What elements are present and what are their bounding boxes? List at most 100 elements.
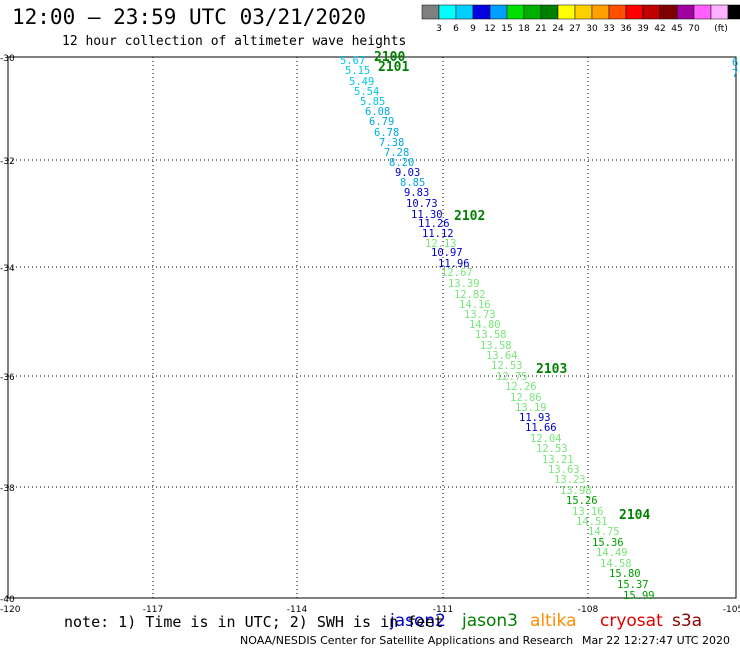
legend-swatch xyxy=(608,4,627,20)
legend-label: 39 xyxy=(637,24,649,34)
wave-height-label: 6.08 xyxy=(365,106,390,118)
legend-swatch xyxy=(523,4,542,20)
wave-height-label: 15.36 xyxy=(592,537,624,549)
wave-height-label: 15.26 xyxy=(566,495,598,507)
wave-height-label: 6.78 xyxy=(374,127,399,139)
satellite-legend-cryosat: cryosat xyxy=(600,611,663,631)
wave-height-label: 5.85 xyxy=(360,96,385,108)
wave-height-label: 12.82 xyxy=(454,289,486,301)
x-tick-label: -108 xyxy=(578,605,599,615)
wave-height-label: 7.38 xyxy=(379,137,404,149)
legend-swatch xyxy=(710,4,729,20)
y-tick-label: -38 xyxy=(0,484,15,494)
legend-swatch xyxy=(557,4,576,20)
wave-height-label: 12.04 xyxy=(530,433,562,445)
x-tick-label: -105 xyxy=(723,605,740,615)
legend-swatch xyxy=(693,4,712,20)
legend-label: (ft) xyxy=(714,24,728,34)
wave-height-label: 8.85 xyxy=(400,177,425,189)
wave-height-label: 15.80 xyxy=(609,568,641,580)
wave-height-label: 7.28 xyxy=(384,147,409,159)
wave-height-label: 8.20 xyxy=(389,157,414,169)
wave-height-label: 5.49 xyxy=(349,76,374,88)
legend-label: 45 xyxy=(671,24,682,34)
wave-height-label: 10.73 xyxy=(406,198,438,210)
satellite-legend-s3a: s3a xyxy=(672,611,702,631)
x-tick-label: -111 xyxy=(433,605,453,615)
y-tick-label: -40 xyxy=(0,595,15,605)
wave-height-label: 11.66 xyxy=(525,422,557,434)
wave-height-label: 6. xyxy=(732,57,740,69)
wave-height-label: 14.58 xyxy=(600,558,632,570)
legend-swatch xyxy=(472,4,491,20)
y-tick-label: -32 xyxy=(0,157,15,167)
wave-height-label: 14.75 xyxy=(588,526,620,538)
wave-height-label: 9.03 xyxy=(395,167,420,179)
wave-height-label: 13.98 xyxy=(560,485,592,497)
wave-height-label: 14.51 xyxy=(576,516,608,528)
legend-swatch xyxy=(591,4,610,20)
wave-height-label: 15.37 xyxy=(617,579,649,591)
wave-height-label: 12.53 xyxy=(491,360,523,372)
wave-height-label: 13.64 xyxy=(486,350,518,362)
wave-height-label: 15.99 xyxy=(623,590,655,602)
legend-swatch xyxy=(625,4,644,20)
wave-height-label: 12.67 xyxy=(441,267,473,279)
legend-label: 3 xyxy=(436,24,442,34)
legend-swatch xyxy=(455,4,474,20)
wave-height-label: 14.16 xyxy=(459,299,491,311)
satellite-legend-jason2: jason2 xyxy=(389,611,446,631)
legend-label: 21 xyxy=(535,24,546,34)
legend-label: 30 xyxy=(586,24,598,34)
x-tick-label: -117 xyxy=(143,605,163,615)
legend-swatch xyxy=(659,4,678,20)
legend-label: 18 xyxy=(518,24,530,34)
legend-label: 12 xyxy=(484,24,495,34)
wave-height-label: 11.96 xyxy=(438,258,470,270)
wave-height-label: 5.15 xyxy=(345,65,370,77)
legend-swatch xyxy=(574,4,593,20)
wave-height-label: 9.83 xyxy=(404,187,429,199)
wave-height-label: 13.58 xyxy=(475,329,507,341)
legend-swatch xyxy=(727,4,740,20)
wave-height-label: 12.13 xyxy=(425,238,457,250)
wave-height-label: 7 xyxy=(732,68,738,80)
wave-height-label: 11.93 xyxy=(519,412,551,424)
legend-label: 36 xyxy=(620,24,632,34)
wave-height-label: 11.12 xyxy=(422,228,454,240)
wave-height-label: 13.19 xyxy=(515,402,547,414)
pass-time-label: 2100 xyxy=(374,50,405,65)
wave-height-label: 6.79 xyxy=(369,116,394,128)
wave-height-label: 5.67 xyxy=(340,55,365,67)
wave-height-label: 13.63 xyxy=(548,464,580,476)
legend-swatch xyxy=(642,4,661,20)
wave-height-label: 14.80 xyxy=(469,319,501,331)
legend-label: 42 xyxy=(654,24,665,34)
wave-height-label: 13.73 xyxy=(464,309,496,321)
wave-height-label: 11.30 xyxy=(411,209,443,221)
wave-height-label: 12.53 xyxy=(536,443,568,455)
x-corner-label: -120 xyxy=(0,605,21,615)
wave-height-label: 12.26 xyxy=(505,381,537,393)
generated-timestamp: Mar 22 12:27:47 UTC 2020 xyxy=(582,634,730,647)
wave-height-label: 13.16 xyxy=(572,506,604,518)
footnote: note: 1) Time is in UTC; 2) SWH is in fe… xyxy=(64,613,444,631)
wave-height-label: 13.58 xyxy=(480,340,512,352)
legend-swatch xyxy=(540,4,559,20)
satellite-legend-jason3: jason3 xyxy=(461,611,518,631)
legend-label: 15 xyxy=(501,24,512,34)
legend-swatch xyxy=(421,4,440,20)
wave-height-label: 12.75 xyxy=(496,371,528,383)
legend-label: 27 xyxy=(569,24,580,34)
wave-height-label: 11.26 xyxy=(418,218,450,230)
legend-label: 6 xyxy=(453,24,459,34)
legend-swatch xyxy=(676,4,695,20)
plot-frame xyxy=(7,56,737,599)
pass-time-label: 2104 xyxy=(619,508,650,523)
wave-height-label: 14.49 xyxy=(596,547,628,559)
wave-height-label: 5.54 xyxy=(354,86,379,98)
pass-time-label: 2101 xyxy=(378,60,409,75)
page-title: 12:00 — 23:59 UTC 03/21/2020 xyxy=(12,5,367,29)
legend-label: 33 xyxy=(603,24,614,34)
y-tick-label: -34 xyxy=(0,264,15,274)
